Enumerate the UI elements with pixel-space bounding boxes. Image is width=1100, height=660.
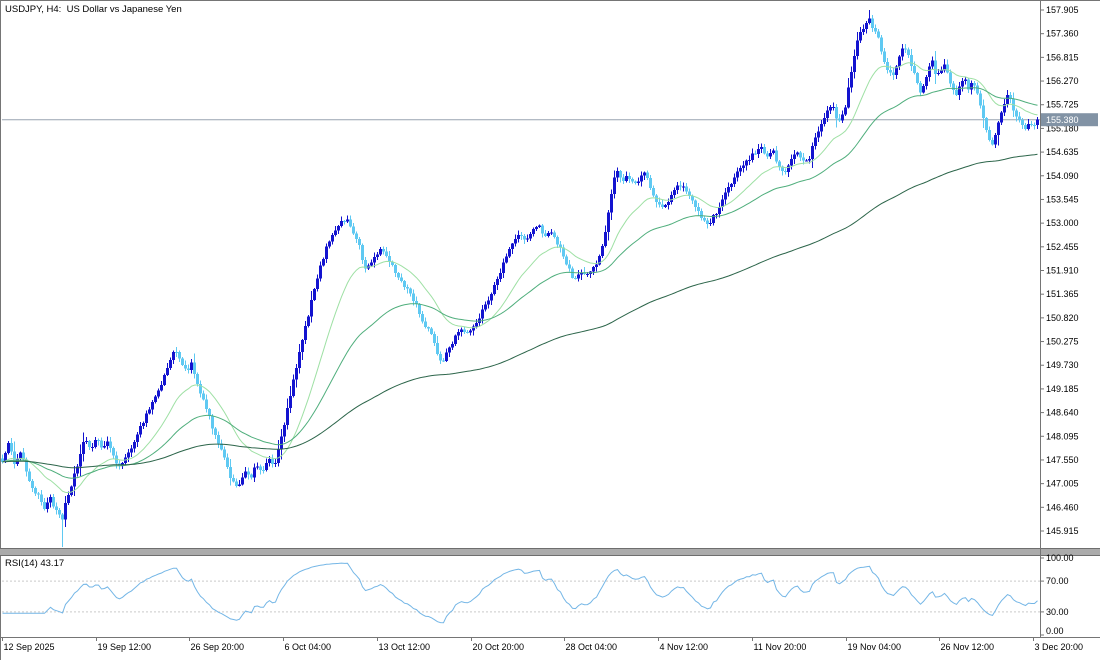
svg-text:0.00: 0.00 xyxy=(1046,626,1064,636)
panel-splitter[interactable] xyxy=(0,548,1100,556)
svg-text:13 Oct 12:00: 13 Oct 12:00 xyxy=(379,642,431,652)
svg-text:26 Sep 20:00: 26 Sep 20:00 xyxy=(191,642,245,652)
svg-text:20 Oct 20:00: 20 Oct 20:00 xyxy=(473,642,525,652)
ema-fast-line xyxy=(2,62,1038,494)
svg-text:148.640: 148.640 xyxy=(1046,408,1079,418)
svg-text:157.905: 157.905 xyxy=(1046,5,1079,15)
svg-text:157.360: 157.360 xyxy=(1046,29,1079,39)
ema-slow-line xyxy=(2,153,1038,469)
svg-text:155.380: 155.380 xyxy=(1046,115,1079,125)
svg-text:154.090: 154.090 xyxy=(1046,171,1079,181)
svg-text:147.550: 147.550 xyxy=(1046,455,1079,465)
svg-text:150.820: 150.820 xyxy=(1046,313,1079,323)
svg-text:26 Nov 12:00: 26 Nov 12:00 xyxy=(941,642,995,652)
svg-text:70.00: 70.00 xyxy=(1046,576,1069,586)
svg-text:100.00: 100.00 xyxy=(1046,553,1074,563)
svg-text:19 Nov 04:00: 19 Nov 04:00 xyxy=(848,642,902,652)
ema-medium-line xyxy=(2,87,1038,479)
svg-text:4 Nov 12:00: 4 Nov 12:00 xyxy=(660,642,709,652)
svg-text:153.545: 153.545 xyxy=(1046,194,1079,204)
svg-text:151.910: 151.910 xyxy=(1046,266,1079,276)
svg-text:6 Oct 04:00: 6 Oct 04:00 xyxy=(285,642,332,652)
svg-text:156.270: 156.270 xyxy=(1046,76,1079,86)
svg-text:11 Nov 20:00: 11 Nov 20:00 xyxy=(754,642,807,652)
svg-text:154.635: 154.635 xyxy=(1046,147,1079,157)
svg-text:145.915: 145.915 xyxy=(1046,526,1079,536)
svg-text:148.095: 148.095 xyxy=(1046,431,1079,441)
moving-averages-layer xyxy=(2,62,1038,494)
svg-text:149.730: 149.730 xyxy=(1046,360,1079,370)
svg-text:28 Oct 04:00: 28 Oct 04:00 xyxy=(566,642,618,652)
chart-title: USDJPY, H4: US Dollar vs Japanese Yen xyxy=(5,4,182,15)
svg-text:147.005: 147.005 xyxy=(1046,479,1079,489)
svg-text:155.725: 155.725 xyxy=(1046,100,1079,110)
svg-text:150.275: 150.275 xyxy=(1046,337,1079,347)
svg-text:156.815: 156.815 xyxy=(1046,52,1079,62)
rsi-indicator-label: RSI(14) 43.17 xyxy=(5,558,65,569)
price-axis[interactable]: 157.905 157.360 156.815 156.270 155.725 155.1… xyxy=(1040,5,1079,536)
current-price-badge: 155.380 xyxy=(1041,113,1098,127)
svg-text:149.185: 149.185 xyxy=(1046,384,1079,394)
svg-text:155.180: 155.180 xyxy=(1046,123,1079,133)
rsi-line xyxy=(2,562,1038,624)
svg-text:153.000: 153.000 xyxy=(1046,218,1079,228)
svg-text:146.460: 146.460 xyxy=(1046,502,1079,512)
svg-text:152.455: 152.455 xyxy=(1046,242,1079,252)
candles-layer xyxy=(1,10,1039,547)
rsi-panel xyxy=(2,562,1040,624)
svg-text:3 Dec 20:00: 3 Dec 20:00 xyxy=(1035,642,1084,652)
svg-text:19 Sep 12:00: 19 Sep 12:00 xyxy=(98,642,152,652)
time-axis[interactable]: 12 Sep 2025 19 Sep 12:00 26 Sep 20:00 6 Oct… xyxy=(2,637,1084,652)
svg-text:151.365: 151.365 xyxy=(1046,289,1079,299)
svg-text:12 Sep 2025: 12 Sep 2025 xyxy=(4,642,55,652)
svg-text:30.00: 30.00 xyxy=(1046,607,1069,617)
rsi-axis[interactable]: 100.00 70.00 30.00 0.00 xyxy=(1040,553,1074,636)
